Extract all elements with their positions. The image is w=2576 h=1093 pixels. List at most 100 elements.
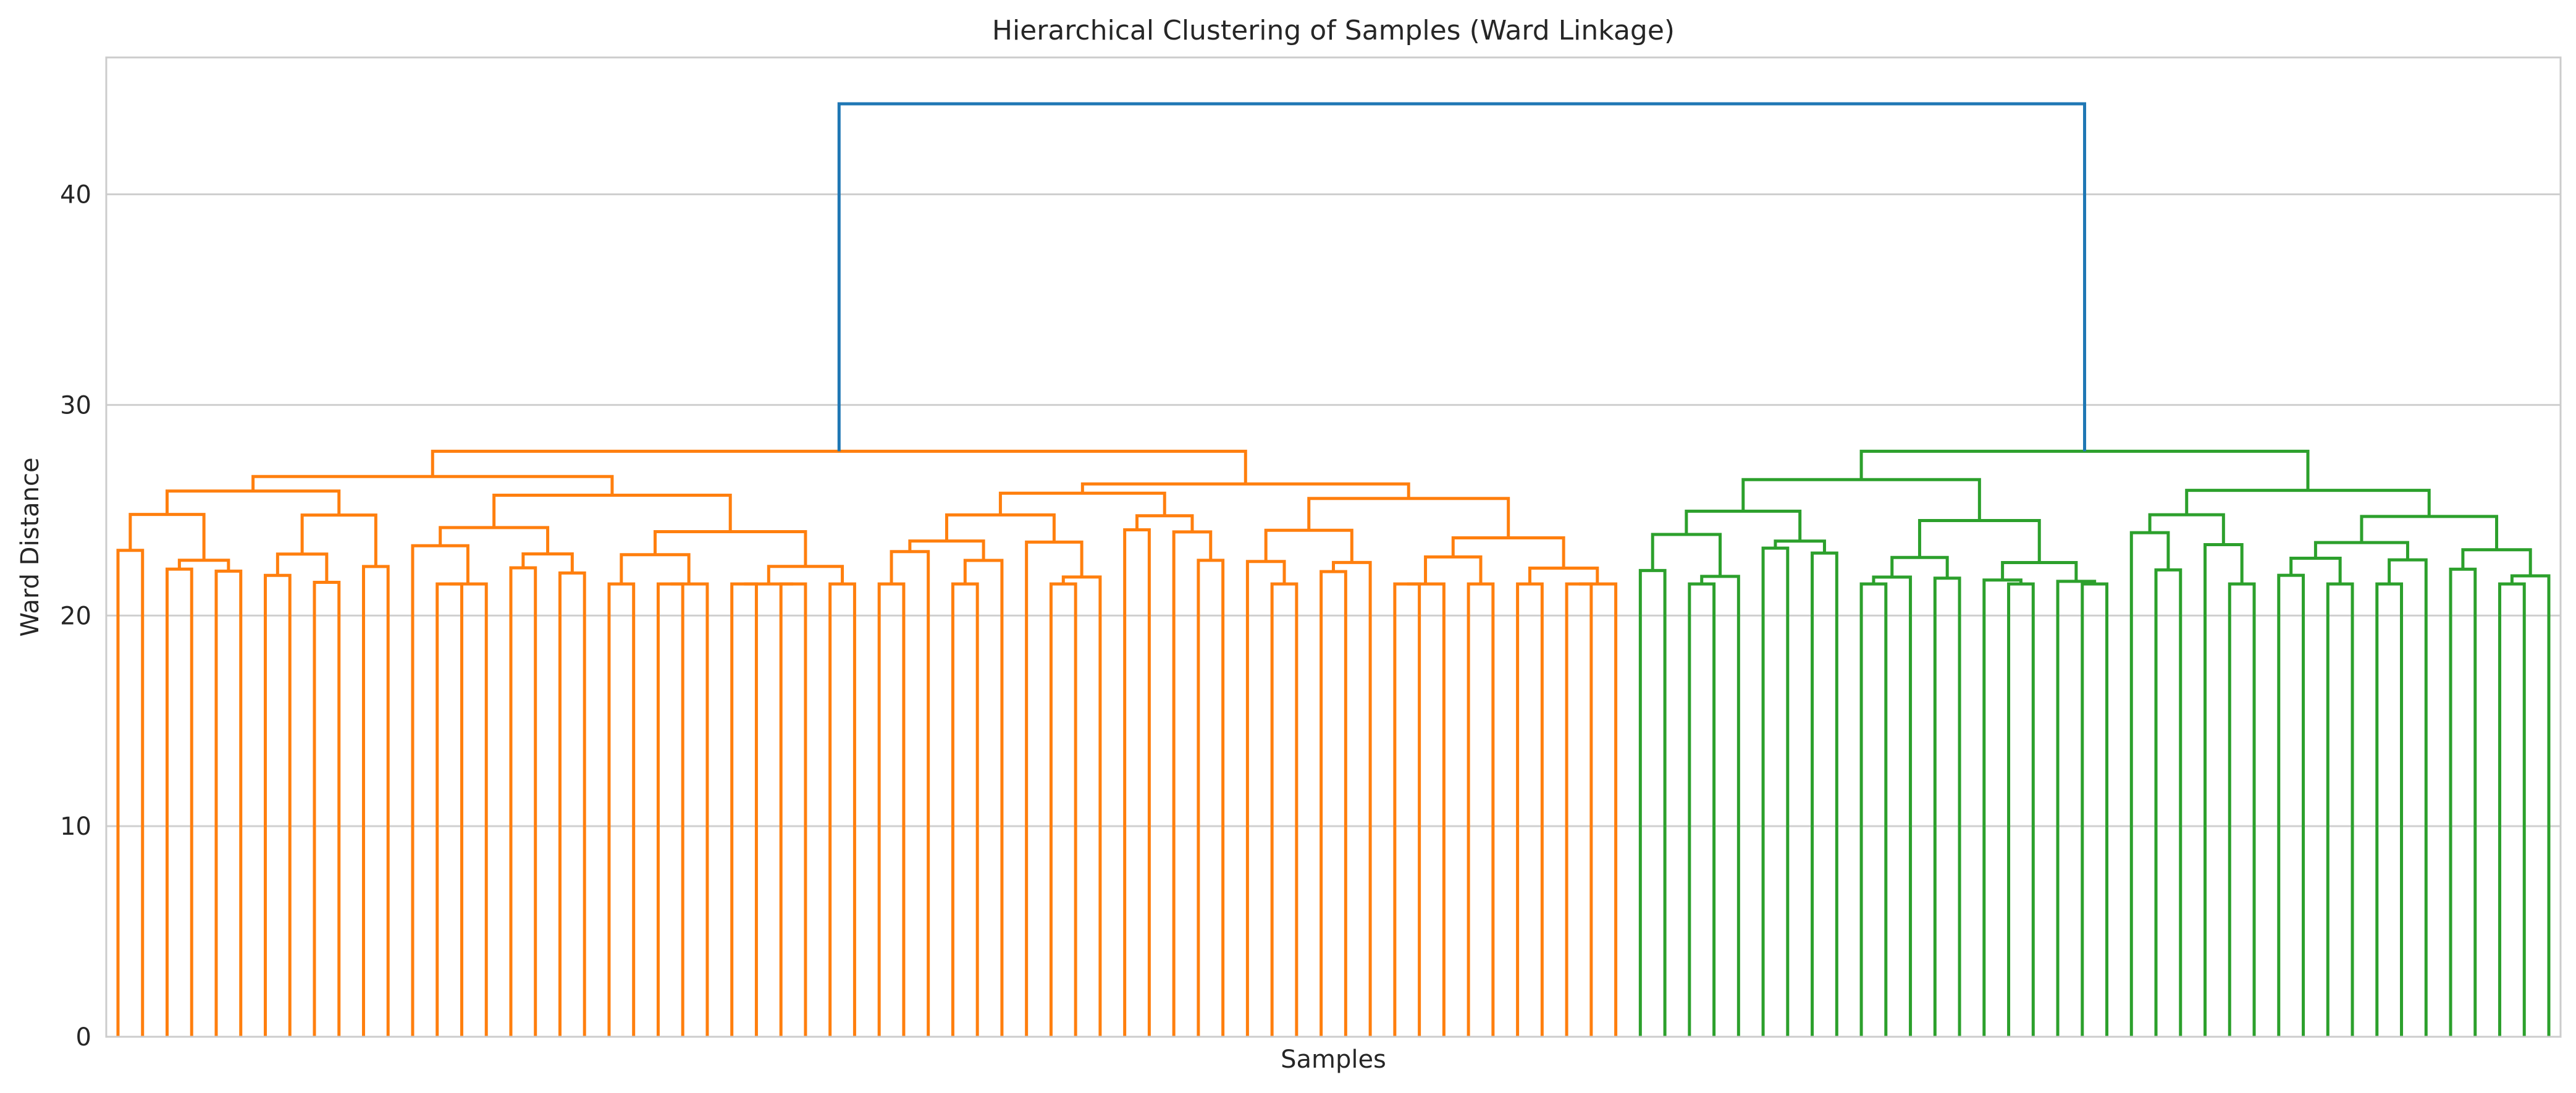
dendrogram-link — [951, 582, 979, 1037]
dendrogram-link — [509, 566, 537, 1037]
dendrogram-link — [1049, 582, 1077, 1037]
dendrogram-link — [1917, 519, 2041, 563]
dendrogram-link — [2001, 560, 2078, 581]
dendrogram-link — [1741, 478, 1981, 521]
dendrogram-link — [300, 513, 377, 567]
dendrogram-link — [779, 582, 807, 1037]
dendrogram-link — [1080, 482, 1410, 499]
dendrogram-link — [945, 513, 1056, 542]
dendrogram-link — [963, 559, 1004, 1037]
dendrogram-link — [1061, 575, 1102, 1037]
dendrogram-link — [877, 582, 906, 1037]
dendrogram-link — [439, 526, 550, 554]
dendrogram-link — [521, 552, 574, 573]
dendrogram-link — [1332, 560, 1372, 1037]
dendrogram-link — [2148, 513, 2225, 545]
dendrogram-link — [890, 550, 930, 1037]
dendrogram-link — [1320, 570, 1347, 1037]
dendrogram-link — [2081, 582, 2109, 1037]
dendrogram-root-link — [837, 102, 2087, 452]
dendrogram-link — [1982, 578, 2022, 1037]
dendrogram-link — [730, 582, 758, 1037]
dendrogram-link — [263, 573, 292, 1037]
dendrogram-link — [361, 565, 390, 1037]
dendrogram-link — [908, 539, 985, 560]
dendrogram-link — [128, 513, 206, 560]
dendrogram-link — [670, 582, 709, 1037]
dendrogram-link — [2056, 580, 2097, 1037]
dendrogram-link — [2228, 582, 2256, 1037]
y-tick-label: 0 — [76, 1023, 91, 1052]
dendrogram-link — [1451, 536, 1565, 568]
dendrogram-link — [558, 571, 586, 1037]
dendrogram-link — [1270, 582, 1299, 1037]
grid-layer — [106, 193, 2561, 1038]
y-axis-label: Ward Distance — [16, 457, 44, 636]
dendrogram-link — [116, 549, 145, 1037]
dendrogram-link — [1307, 497, 1510, 538]
y-tick-layer: 0 10 20 30 40 — [60, 181, 91, 1052]
dendrogram-link — [2289, 556, 2342, 584]
dendrogram-link — [1516, 582, 1544, 1037]
dendrogram-link — [607, 582, 636, 1037]
dendrogram-link — [177, 559, 230, 572]
dendrogram-link — [1565, 582, 1593, 1037]
dendrogram-link — [436, 582, 463, 1037]
chart-title: Hierarchical Clustering of Samples (Ward… — [992, 15, 1675, 46]
dendrogram-link — [653, 530, 807, 567]
dendrogram-link — [2326, 582, 2354, 1037]
dendrogram-link — [165, 567, 193, 1037]
dendrogram-link — [1172, 530, 1213, 1037]
dendrogram-link — [2007, 582, 2035, 1037]
dendrogram-link — [1859, 582, 1888, 1037]
dendrogram-link — [2375, 582, 2404, 1037]
dendrogram-link — [1685, 509, 1802, 541]
dendrogram-link — [1245, 560, 1286, 1037]
dendrogram-link — [1688, 582, 1716, 1037]
dendrogram-link — [1890, 555, 1949, 578]
dendrogram-link — [411, 544, 469, 1037]
dendrogram-link — [998, 491, 1166, 516]
dendrogram-link — [1407, 582, 1446, 1037]
dendrogram-link — [1811, 551, 1838, 1037]
dendrogram-link — [1933, 576, 1961, 1037]
dendrogram-link — [1025, 540, 1084, 1037]
y-tick-label: 40 — [60, 181, 91, 209]
dendrogram-link — [1578, 582, 1618, 1037]
dendrogram-link — [1393, 582, 1421, 1037]
dendrogram-link — [1264, 528, 1353, 563]
dendrogram-link — [656, 582, 684, 1037]
dendrogram-link — [1761, 546, 1790, 1037]
dendrogram-link — [620, 553, 691, 584]
dendrogram-link — [251, 475, 614, 496]
dendrogram-link — [2129, 531, 2170, 1037]
dendrogram-link — [449, 582, 488, 1037]
dendrogram-link — [313, 580, 341, 1037]
dendrogram-link — [2360, 515, 2499, 550]
dendrogram-link — [2313, 541, 2409, 560]
dendrogram-link — [276, 552, 329, 583]
dendrogram-link — [1859, 449, 2310, 491]
dendrogram-link — [828, 582, 856, 1037]
dendrogram-link — [1872, 575, 1913, 1037]
dendrogram-link — [2498, 582, 2526, 1037]
dendrogram-link — [767, 565, 844, 584]
dendrogram-link — [1424, 555, 1483, 584]
dendrogram-link — [1774, 539, 1826, 554]
dendrogram-link — [1638, 568, 1667, 1037]
dendrogram-link — [2277, 573, 2305, 1037]
y-tick-label: 10 — [60, 812, 91, 841]
dendrogram-link — [1135, 514, 1194, 532]
dendrogram-link — [165, 489, 341, 515]
plot-frame — [105, 56, 2562, 1038]
dendrogram-link — [1123, 528, 1151, 1037]
dendrogram-link — [1197, 559, 1225, 1037]
dendrogram-link — [492, 494, 732, 532]
dendrogram-link — [2185, 489, 2431, 517]
dendrogram-link — [431, 449, 1247, 484]
dendrogram-link — [2461, 548, 2532, 576]
dendrogram-link — [1467, 582, 1495, 1037]
dendrogram-link — [214, 569, 243, 1037]
